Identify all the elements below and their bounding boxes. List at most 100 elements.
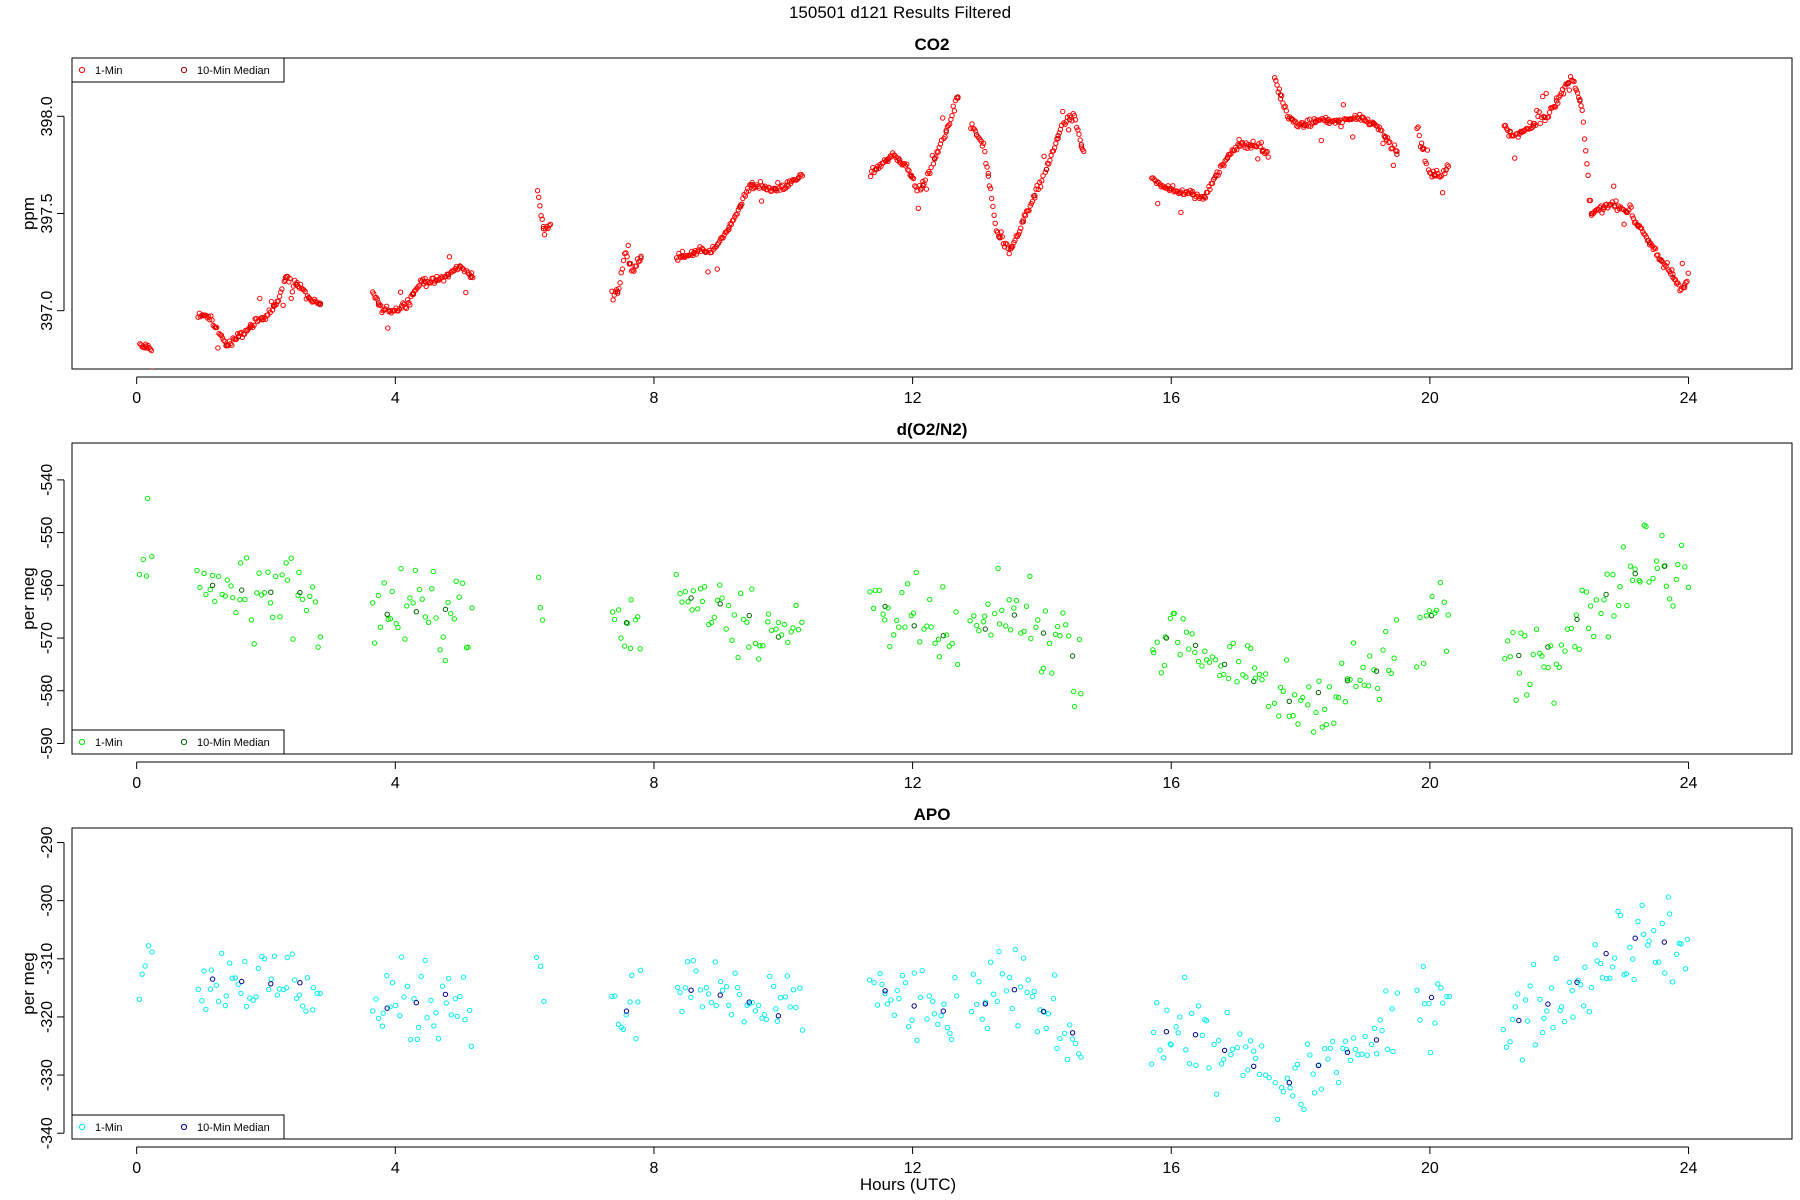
- data-point-1min: [629, 972, 635, 978]
- data-point-1min: [536, 574, 542, 581]
- data-point-1min: [1047, 157, 1053, 164]
- data-point-1min: [251, 322, 257, 328]
- data-point-1min: [445, 975, 452, 982]
- data-point-1min: [1193, 1062, 1199, 1069]
- data-point-1min: [1598, 610, 1604, 617]
- data-point-1min: [1050, 995, 1057, 1002]
- data-point-1min: [144, 345, 150, 351]
- data-point-1min: [996, 621, 1003, 627]
- data-point-1min: [1647, 242, 1653, 248]
- data-point-1min: [1344, 676, 1351, 682]
- data-point-1min: [288, 555, 294, 561]
- data-point-1min: [1158, 670, 1165, 676]
- data-point-1min: [1049, 670, 1055, 676]
- data-point-1min: [1272, 1079, 1279, 1086]
- data-point-1min: [1188, 1010, 1195, 1017]
- data-point-1min: [699, 598, 706, 605]
- data-point-1min: [1682, 284, 1688, 291]
- data-point-1min: [1541, 1015, 1547, 1021]
- data-point-1min: [1443, 648, 1450, 654]
- data-point-1min: [411, 996, 417, 1002]
- data-point-1min: [407, 1036, 414, 1043]
- data-point-1min: [1432, 1020, 1438, 1026]
- legend-box: [71, 729, 285, 755]
- data-point-1min: [1028, 635, 1034, 642]
- data-point-1min: [871, 979, 877, 986]
- data-point-1min: [757, 643, 763, 649]
- y-axis: -590 -580 -570 -560 -550 -540: [39, 464, 65, 759]
- data-point-1min: [1043, 1025, 1049, 1032]
- data-point-1min: [1034, 1029, 1041, 1035]
- data-point-1min: [1245, 1067, 1251, 1073]
- data-point-1min: [1052, 631, 1059, 637]
- data-point-1min: [1512, 155, 1518, 161]
- y-tick-label: 397.0: [39, 291, 56, 331]
- data-point-1min: [1582, 964, 1588, 970]
- data-point-1min: [999, 234, 1005, 240]
- data-point-1min: [199, 998, 205, 1004]
- data-point-1min: [422, 957, 428, 964]
- data-point-1min: [976, 628, 982, 634]
- data-point-1min: [1390, 1048, 1396, 1055]
- data-point-1min: [1365, 116, 1371, 123]
- data-point-1min: [1548, 985, 1555, 991]
- figure-title: 150501 d121 Results Filtered: [789, 3, 1011, 22]
- data-point-1min: [1503, 1044, 1510, 1050]
- data-point-1min: [1646, 938, 1652, 944]
- data-point-1min: [967, 618, 973, 624]
- data-point-1min: [635, 999, 641, 1005]
- data-point-1min: [718, 235, 724, 242]
- data-point-median: [1516, 1017, 1522, 1024]
- data-point-1min: [1234, 679, 1240, 685]
- data-point-1min: [1659, 532, 1665, 539]
- data-point-1min: [876, 587, 882, 593]
- data-point-1min: [1643, 523, 1649, 530]
- data-point-median: [1020, 219, 1026, 225]
- data-point-1min: [404, 603, 410, 609]
- data-point-1min: [1437, 579, 1444, 586]
- data-point-median: [623, 620, 630, 626]
- data-point-1min: [737, 590, 744, 596]
- data-point-1min: [437, 647, 443, 653]
- data-point-1min: [620, 1026, 627, 1033]
- data-point-median: [1286, 698, 1293, 704]
- data-point-1min: [402, 636, 408, 642]
- data-point-1min: [746, 644, 752, 650]
- legend-label: 1-Min: [95, 737, 123, 749]
- data-point-1min: [1579, 107, 1585, 114]
- data-point-1min: [277, 614, 283, 620]
- data-point-1min: [1583, 589, 1590, 595]
- data-point-1min: [415, 284, 421, 290]
- panel-title: APO: [914, 805, 951, 824]
- x-tick-label: 20: [1421, 775, 1439, 792]
- data-point-1min: [752, 640, 759, 646]
- data-point-1min: [1350, 134, 1356, 140]
- data-point-1min: [1203, 1018, 1210, 1024]
- data-point-1min: [291, 977, 298, 983]
- data-point-1min: [1655, 252, 1661, 258]
- data-point-1min: [1670, 271, 1676, 278]
- data-point-1min: [1553, 95, 1560, 101]
- data-point-1min: [1421, 1001, 1428, 1007]
- data-point-1min: [1567, 74, 1574, 80]
- data-point-1min: [1063, 622, 1069, 628]
- data-point-1min: [1637, 579, 1643, 585]
- data-point-1min: [1251, 665, 1258, 671]
- data-point-1min: [1325, 1056, 1331, 1062]
- data-point-1min: [1594, 958, 1600, 964]
- data-point-1min: [463, 289, 469, 296]
- data-point-1min: [389, 980, 396, 986]
- data-point-1min: [462, 1017, 468, 1023]
- data-point-1min: [1553, 955, 1559, 961]
- data-point-1min: [1054, 1045, 1060, 1052]
- data-point-1min: [1616, 602, 1622, 609]
- data-point-1min: [1421, 660, 1427, 667]
- data-point-1min: [1362, 1033, 1368, 1040]
- data-point-1min: [1538, 114, 1545, 120]
- data-point-1min: [398, 954, 405, 960]
- data-point-1min: [1171, 610, 1178, 617]
- data-point-1min: [1627, 944, 1633, 950]
- data-point-1min: [775, 180, 781, 186]
- data-point-median: [623, 1008, 630, 1014]
- data-point-1min: [690, 588, 696, 594]
